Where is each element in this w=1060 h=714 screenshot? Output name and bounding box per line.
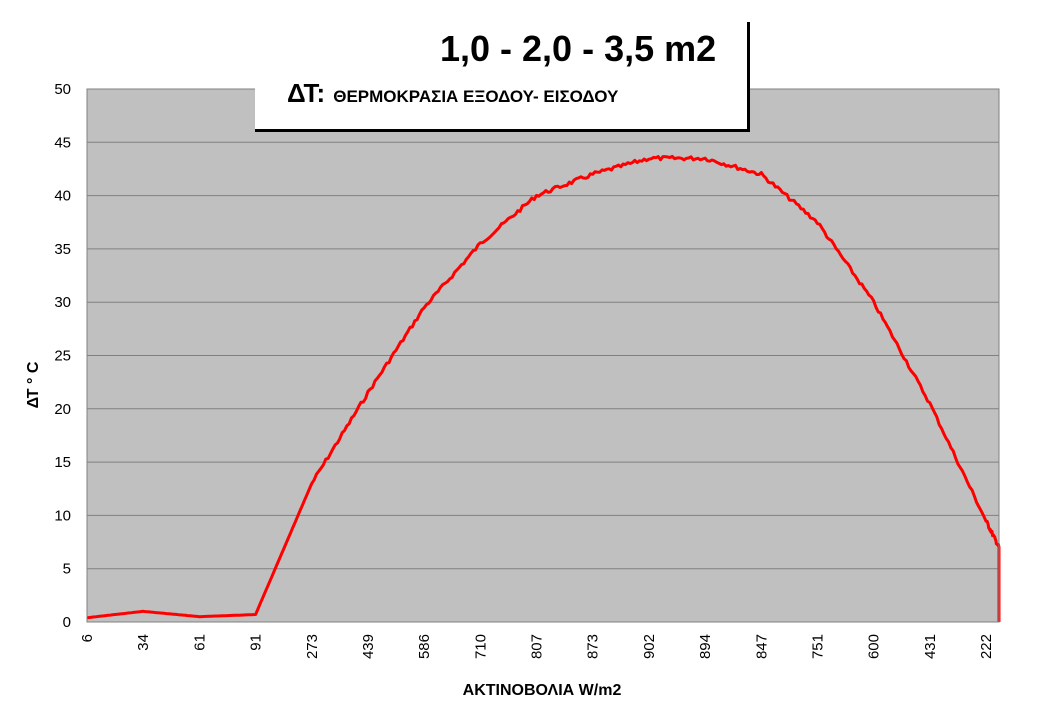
y-axis-label: ΔΤ ° C — [25, 361, 42, 408]
x-tick-label: 847 — [753, 634, 770, 659]
chart-title: 1,0 - 2,0 - 3,5 m2 — [440, 28, 717, 69]
x-tick-labels: 6 34 61 91 273 439 586 710 807 873 902 894 847 751 600… — [79, 634, 995, 659]
x-tick-label: 6 — [79, 634, 96, 642]
y-tick-label: 20 — [54, 401, 71, 418]
x-tick-label: 273 — [304, 634, 321, 659]
x-tick-label: 894 — [697, 634, 714, 659]
x-tick-label: 751 — [809, 634, 826, 659]
x-tick-label: 61 — [191, 634, 208, 651]
x-tick-label: 600 — [866, 634, 883, 659]
x-tick-label: 807 — [529, 634, 546, 659]
x-tick-label: 34 — [135, 634, 152, 651]
title-box: 1,0 - 2,0 - 3,5 m2 ΔΤ: ΘΕΡΜΟΚΡΑΣΙΑ ΕΞΟΔΟΥ… — [255, 22, 750, 132]
subtitle-text: ΘΕΡΜΟΚΡΑΣΙΑ ΕΞΟΔΟΥ- ΕΙΣΟΔΟΥ — [333, 87, 619, 106]
x-tick-label: 439 — [360, 634, 377, 659]
y-tick-label: 30 — [54, 294, 71, 311]
y-tick-label: 5 — [63, 561, 71, 578]
x-tick-label: 586 — [416, 634, 433, 659]
x-tick-label: 91 — [248, 634, 265, 651]
x-tick-label: 710 — [472, 634, 489, 659]
chart-subtitle: ΔΤ: ΘΕΡΜΟΚΡΑΣΙΑ ΕΞΟΔΟΥ- ΕΙΣΟΔΟΥ — [287, 78, 618, 109]
y-tick-label: 0 — [63, 614, 71, 631]
y-tick-label: 50 — [54, 81, 71, 98]
y-tick-label: 45 — [54, 134, 71, 151]
gridlines — [87, 141, 999, 570]
subtitle-prefix: ΔΤ: — [287, 78, 326, 108]
x-axis-label: ΑΚΤΙΝΟΒΟΛΙΑ W/m2 — [463, 682, 622, 699]
y-tick-label: 35 — [54, 241, 71, 258]
x-tick-label: 902 — [641, 634, 658, 659]
series-line — [86, 154, 1001, 622]
y-tick-labels: 0 5 10 15 20 25 30 35 40 45 50 — [54, 81, 71, 631]
y-tick-label: 25 — [54, 348, 71, 365]
x-tick-label: 431 — [922, 634, 939, 659]
x-tick-label: 873 — [585, 634, 602, 659]
y-tick-label: 15 — [54, 454, 71, 471]
x-tick-label: 222 — [978, 634, 995, 659]
y-tick-label: 40 — [54, 188, 71, 205]
y-tick-label: 10 — [54, 507, 71, 524]
